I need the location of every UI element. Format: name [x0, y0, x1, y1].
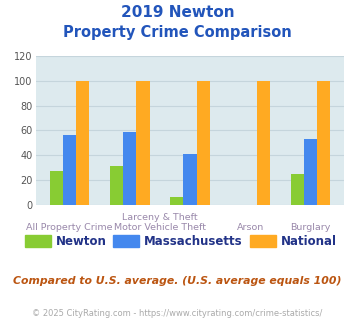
Bar — [110, 166, 123, 205]
Legend: Newton, Massachusetts, National: Newton, Massachusetts, National — [20, 230, 341, 253]
Bar — [304, 139, 317, 205]
Bar — [170, 197, 183, 205]
Bar — [123, 132, 136, 205]
Bar — [290, 174, 304, 205]
Bar — [76, 81, 89, 205]
Text: Compared to U.S. average. (U.S. average equals 100): Compared to U.S. average. (U.S. average … — [13, 276, 342, 285]
Text: Motor Vehicle Theft: Motor Vehicle Theft — [114, 223, 206, 232]
Bar — [197, 81, 210, 205]
Text: Arson: Arson — [236, 223, 264, 232]
Bar — [136, 81, 149, 205]
Text: © 2025 CityRating.com - https://www.cityrating.com/crime-statistics/: © 2025 CityRating.com - https://www.city… — [32, 309, 323, 317]
Text: 2019 Newton: 2019 Newton — [121, 5, 234, 20]
Bar — [183, 154, 197, 205]
Bar — [50, 171, 63, 205]
Text: Burglary: Burglary — [290, 223, 331, 232]
Text: Larceny & Theft: Larceny & Theft — [122, 213, 198, 222]
Bar — [63, 135, 76, 205]
Text: Property Crime Comparison: Property Crime Comparison — [63, 25, 292, 40]
Bar — [257, 81, 270, 205]
Text: All Property Crime: All Property Crime — [26, 223, 113, 232]
Bar — [317, 81, 330, 205]
